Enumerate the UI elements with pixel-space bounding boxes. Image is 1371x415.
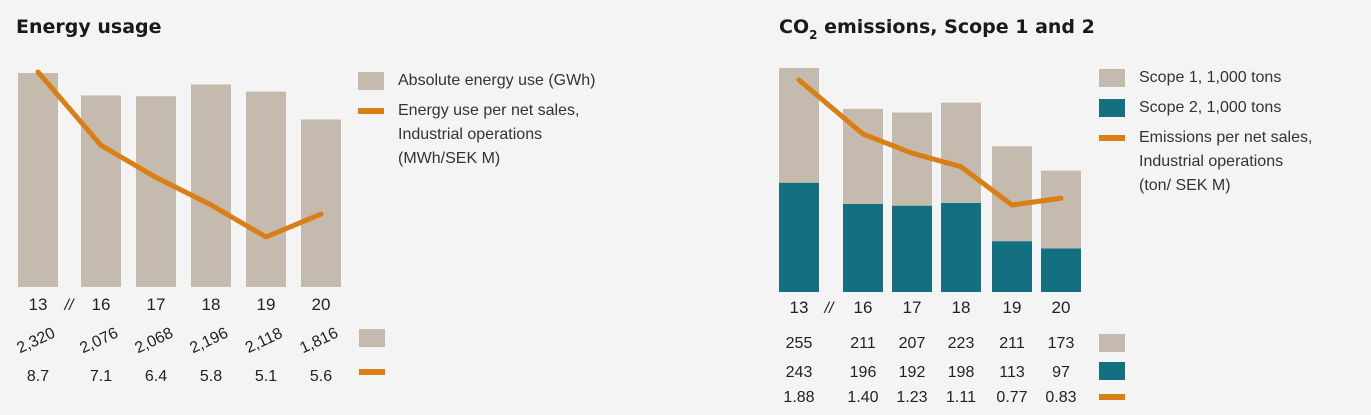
scope2-value-label: 196 [850, 364, 877, 381]
scope1-value-label: 211 [999, 335, 1025, 352]
energy-x-tick-label: 17 [147, 295, 166, 314]
legend-swatch-scope1 [1099, 69, 1125, 87]
emissions-line-value-label: 1.40 [847, 389, 878, 406]
energy-line-value-label: 5.1 [255, 368, 277, 385]
scope2-bar [892, 206, 932, 292]
co2-row-swatch-orange [1099, 394, 1125, 400]
scope2-bar [779, 183, 819, 292]
energy-row-swatch-orange [359, 369, 385, 375]
scope2-value-label: 113 [999, 364, 1025, 381]
legend-line-orange-co2 [1099, 135, 1125, 141]
energy-x-tick-label: 18 [202, 295, 221, 314]
energy-bar [136, 96, 176, 287]
legend-swatch-scope2 [1099, 99, 1125, 117]
energy-bar [81, 96, 121, 287]
co2-axis-break: // [824, 300, 835, 317]
energy-legend: Absolute energy use (GWh) Energy use per… [358, 69, 595, 171]
legend-item-scope2: Scope 2, 1,000 tons [1099, 96, 1312, 120]
legend-item-emissions-per-sales: Emissions per net sales, Industrial oper… [1099, 126, 1312, 198]
co2-x-tick-label: 20 [1052, 298, 1071, 317]
energy-bar-value-label: 2,320 [14, 325, 58, 357]
scope1-bar [779, 68, 819, 183]
scope2-value-label: 97 [1052, 364, 1070, 381]
scope1-bar [1041, 171, 1081, 249]
energy-axis-break: // [64, 297, 75, 314]
scope2-bar [843, 204, 883, 292]
energy-line-value-label: 5.8 [200, 368, 222, 385]
energy-row-swatch-beige [359, 329, 385, 347]
legend-label-scope1: Scope 1, 1,000 tons [1139, 69, 1281, 86]
scope1-value-label: 223 [948, 335, 975, 352]
energy-bar-value-label: 2,196 [187, 325, 231, 357]
legend-item-scope1: Scope 1, 1,000 tons [1099, 66, 1312, 90]
legend-line-orange [358, 108, 384, 114]
energy-line-value-label: 7.1 [90, 368, 112, 385]
energy-line-value-label: 8.7 [27, 368, 49, 385]
energy-bar-value-label: 1,816 [297, 325, 341, 357]
energy-x-tick-label: 19 [257, 295, 276, 314]
energy-bar [301, 119, 341, 287]
emissions-line-value-label: 0.83 [1045, 389, 1076, 406]
co2-x-tick-label: 18 [952, 298, 971, 317]
energy-bar-value-label: 2,068 [132, 325, 176, 357]
energy-x-tick-label: 13 [29, 295, 48, 314]
scope2-value-label: 198 [948, 364, 975, 381]
energy-bar-value-label: 2,118 [243, 325, 285, 357]
energy-line-value-label: 6.4 [145, 368, 167, 385]
scope1-value-label: 211 [850, 335, 876, 352]
energy-bar [18, 73, 58, 287]
emissions-line-value-label: 1.23 [896, 389, 927, 406]
emissions-line-value-label: 1.11 [946, 389, 976, 406]
co2-row-swatch-scope1 [1099, 334, 1125, 352]
scope1-bar [941, 103, 981, 203]
legend-label-absolute-energy: Absolute energy use (GWh) [398, 72, 595, 89]
scope2-bar [992, 241, 1032, 292]
energy-x-tick-label: 16 [92, 295, 111, 314]
scope2-bar [941, 203, 981, 292]
scope2-value-label: 243 [786, 364, 813, 381]
legend-item-absolute-energy: Absolute energy use (GWh) [358, 69, 595, 93]
co2-x-tick-label: 19 [1003, 298, 1022, 317]
scope1-value-label: 207 [899, 335, 926, 352]
legend-label-energy-per-sales: Energy use per net sales, Industrial ope… [398, 102, 579, 167]
co2-x-tick-label: 17 [903, 298, 922, 317]
scope2-bar [1041, 248, 1081, 292]
scope2-value-label: 192 [899, 364, 926, 381]
energy-line-value-label: 5.6 [310, 368, 332, 385]
scope1-value-label: 255 [786, 335, 813, 352]
scope1-value-label: 173 [1048, 335, 1075, 352]
legend-item-energy-per-sales: Energy use per net sales, Industrial ope… [358, 99, 595, 171]
emissions-line-value-label: 0.77 [996, 389, 1027, 406]
energy-x-tick-label: 20 [312, 295, 331, 314]
co2-x-tick-label: 13 [790, 298, 809, 317]
co2-legend: Scope 1, 1,000 tons Scope 2, 1,000 tons … [1099, 66, 1312, 198]
energy-bar [191, 84, 231, 287]
emissions-line-value-label: 1.88 [783, 389, 814, 406]
energy-bar-value-label: 2,076 [77, 325, 121, 357]
co2-x-tick-label: 16 [854, 298, 873, 317]
energy-bar [246, 92, 286, 287]
co2-row-swatch-scope2 [1099, 362, 1125, 380]
legend-label-emissions-per-sales: Emissions per net sales, Industrial oper… [1139, 129, 1312, 194]
legend-label-scope2: Scope 2, 1,000 tons [1139, 99, 1281, 116]
legend-swatch-beige [358, 72, 384, 90]
